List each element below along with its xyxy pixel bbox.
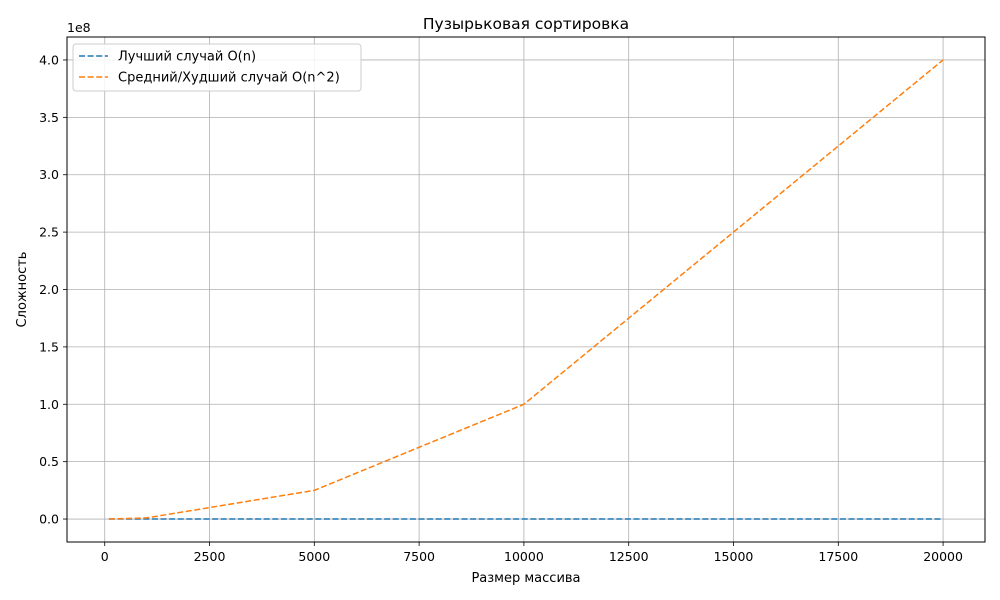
x-tick-label: 7500 (403, 549, 435, 564)
x-tick-label: 0 (101, 549, 109, 564)
x-tick-label: 12500 (609, 549, 649, 564)
x-tick-label: 15000 (714, 549, 754, 564)
series-layer (108, 59, 944, 520)
legend-box (72, 43, 362, 92)
y-tick-label: 3.0 (39, 167, 59, 182)
y-tick-label: 2.0 (39, 282, 59, 297)
y-axis-offset-label: 1e8 (67, 20, 91, 35)
x-axis-ticks: 0 2500 5000 7500 10000 12500 15000 17500 20000 (101, 542, 963, 564)
y-tick-label: 2.5 (39, 225, 59, 240)
y-tick-label: 4.0 (39, 52, 59, 67)
series-line-1 (108, 59, 944, 520)
x-tick-label: 5000 (298, 549, 330, 564)
legend-label-worst-case: Средний/Худший случай O(n^2) (118, 71, 340, 86)
y-axis-title: Сложность (15, 252, 30, 328)
x-tick-label: 17500 (818, 549, 858, 564)
x-tick-label: 20000 (923, 549, 963, 564)
legend: Лучший случай O(n) Средний/Худший случай… (72, 43, 362, 92)
legend-label-best-case: Лучший случай O(n) (118, 50, 256, 65)
y-tick-label: 1.0 (39, 397, 59, 412)
chart-title: Пузырьковая сортировка (423, 15, 629, 33)
grid (67, 37, 985, 542)
y-tick-label: 0.0 (39, 512, 59, 527)
x-tick-label: 2500 (194, 549, 226, 564)
y-tick-label: 0.5 (39, 454, 59, 469)
x-axis-title: Размер массива (471, 571, 580, 586)
y-tick-label: 3.5 (39, 110, 59, 125)
y-tick-label: 1.5 (39, 339, 59, 354)
y-axis-ticks: 0.0 0.5 1.0 1.5 2.0 2.5 3.0 3.5 4.0 (39, 52, 67, 527)
x-tick-label: 10000 (504, 549, 544, 564)
